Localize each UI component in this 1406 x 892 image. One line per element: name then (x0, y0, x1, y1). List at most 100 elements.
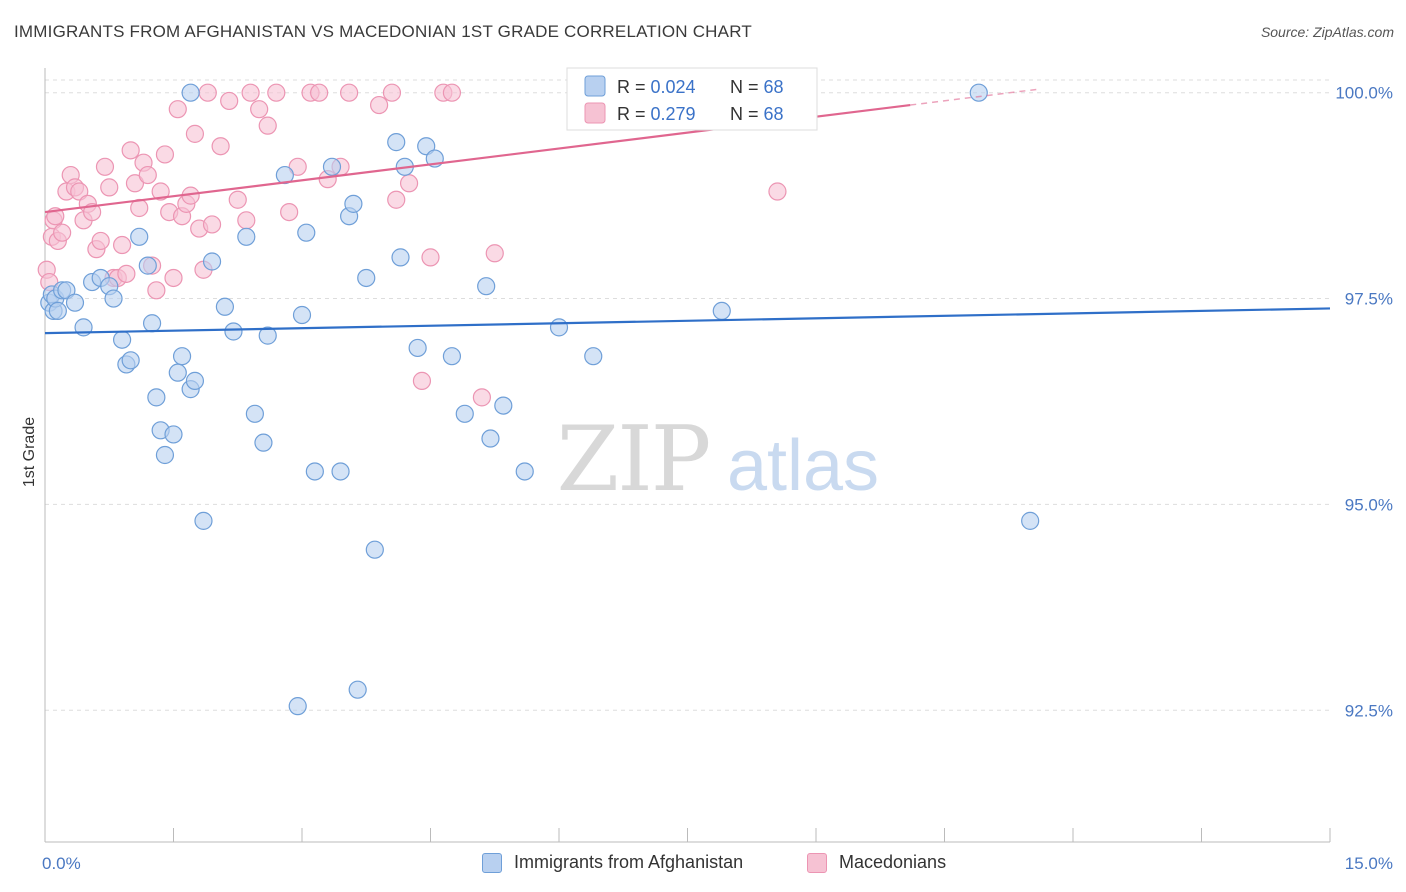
macedonians-point (138, 165, 157, 185)
grid-lines (45, 79, 1330, 711)
x-tick-label: 0.0% (42, 854, 81, 873)
y-tick-label: 97.5% (1345, 290, 1393, 309)
stats-n-label: N = (730, 77, 764, 97)
y-tick-labels: 92.5% 95.0% 97.5% 100.0% (1335, 84, 1393, 721)
macedonians-point (151, 182, 170, 201)
afghanistan-point (185, 371, 205, 390)
series-macedonians-points (37, 83, 787, 407)
macedonians-point (250, 100, 269, 119)
stats-swatch-pink (584, 102, 606, 124)
x-tick-label: 15.0% (1345, 854, 1393, 873)
svg-text:N = 68: N = 68 (730, 77, 784, 97)
stats-r-value: 0.024 (651, 77, 696, 97)
afghanistan-point (417, 137, 436, 156)
afghanistan-point (147, 388, 166, 407)
afghanistan-point (224, 322, 243, 341)
macedonians-point (202, 215, 222, 234)
y-tick-label: 95.0% (1345, 495, 1393, 514)
afghanistan-point (258, 326, 277, 345)
afghanistan-point (181, 83, 200, 102)
afghanistan-point (215, 297, 234, 316)
macedonians-point (121, 141, 140, 160)
afghanistan-point (245, 404, 264, 423)
macedonians-point (768, 182, 787, 201)
afghanistan-point (288, 697, 307, 716)
afghanistan-point (365, 540, 384, 559)
afghanistan-point (155, 445, 175, 465)
macedonians-point (91, 231, 110, 251)
afghanistan-point (481, 429, 500, 448)
afghanistan-point (331, 462, 350, 481)
watermark-zip: ZIP (557, 407, 710, 512)
afghanistan-point (494, 396, 513, 415)
afghanistan-point (322, 157, 342, 176)
watermark: ZIP atlas (557, 407, 879, 512)
macedonians-point (125, 174, 145, 193)
afghanistan-point (237, 227, 256, 246)
macedonians-point (100, 178, 119, 197)
macedonians-point (95, 157, 115, 176)
macedonians-point (399, 174, 419, 193)
stats-n-value: 68 (764, 104, 784, 124)
macedonians-point (220, 91, 239, 111)
macedonians-point (412, 371, 432, 390)
stats-legend: R = 0.024 N = 68 R = 0.279 N = 68 (566, 67, 818, 131)
afghanistan-point (1021, 511, 1040, 530)
x-tick-labels: 0.0% 15.0% (42, 854, 1393, 873)
chart-title: IMMIGRANTS FROM AFGHANISTAN VS MACEDONIA… (14, 22, 752, 41)
afghanistan-point (305, 462, 324, 481)
macedonians-point (228, 190, 247, 209)
afghanistan-point (112, 330, 132, 349)
legend-item-macedonians[interactable]: Macedonians (807, 852, 946, 873)
afghanistan-point (391, 248, 410, 267)
afghanistan-point (142, 314, 162, 333)
macedonians-point (442, 83, 462, 102)
afghanistan-point (357, 268, 376, 288)
stats-n-value: 68 (764, 77, 784, 97)
afghanistan-point (584, 347, 603, 366)
macedonians-point (211, 137, 230, 156)
macedonians-point (310, 83, 329, 102)
source-credit: Source: ZipAtlas.com (1260, 24, 1394, 40)
legend-item-afghanistan[interactable]: Immigrants from Afghanistan (482, 852, 743, 873)
y-tick-label: 100.0% (1335, 84, 1393, 103)
macedonians-point (237, 211, 256, 230)
afghanistan-point (48, 301, 67, 321)
macedonians-point (421, 248, 440, 267)
y-axis-label: 1st Grade (21, 417, 38, 487)
afghanistan-point (121, 351, 140, 370)
axes (44, 68, 1331, 843)
afghanistan-point (202, 252, 222, 271)
afghanistan-point (254, 433, 273, 452)
afghanistan-point (57, 281, 76, 300)
macedonians-point (258, 116, 277, 135)
afghanistan-point (297, 223, 316, 242)
macedonians-point (485, 244, 504, 263)
series-legend: Immigrants from Afghanistan Macedonians (0, 852, 1406, 878)
legend-swatch-pink (807, 852, 827, 873)
series-afghanistan-points (40, 83, 1040, 716)
afghanistan-point (455, 404, 474, 423)
stats-swatch-blue (584, 75, 606, 97)
afghanistan-point (387, 133, 406, 152)
stats-r-value: 0.279 (651, 104, 696, 124)
watermark-atlas: atlas (727, 426, 879, 506)
stats-n-label: N = (730, 104, 764, 124)
macedonians-point (382, 83, 402, 102)
trend-line-afghanistan (44, 307, 1331, 335)
svg-text:R = 0.024: R = 0.024 (617, 77, 696, 97)
macedonians-point (288, 157, 307, 176)
y-tick-label: 92.5% (1345, 701, 1393, 720)
afghanistan-point (712, 301, 731, 321)
afghanistan-point (515, 462, 534, 481)
macedonians-point (241, 83, 260, 102)
afghanistan-point (275, 165, 294, 185)
afghanistan-point (477, 277, 496, 296)
afghanistan-point (130, 227, 149, 246)
afghanistan-point (969, 83, 988, 102)
afghanistan-point (442, 347, 462, 366)
macedonians-point (198, 83, 217, 102)
svg-text:R = 0.279: R = 0.279 (617, 104, 696, 124)
macedonians-point (280, 202, 299, 222)
stats-r-label: R = (617, 104, 651, 124)
